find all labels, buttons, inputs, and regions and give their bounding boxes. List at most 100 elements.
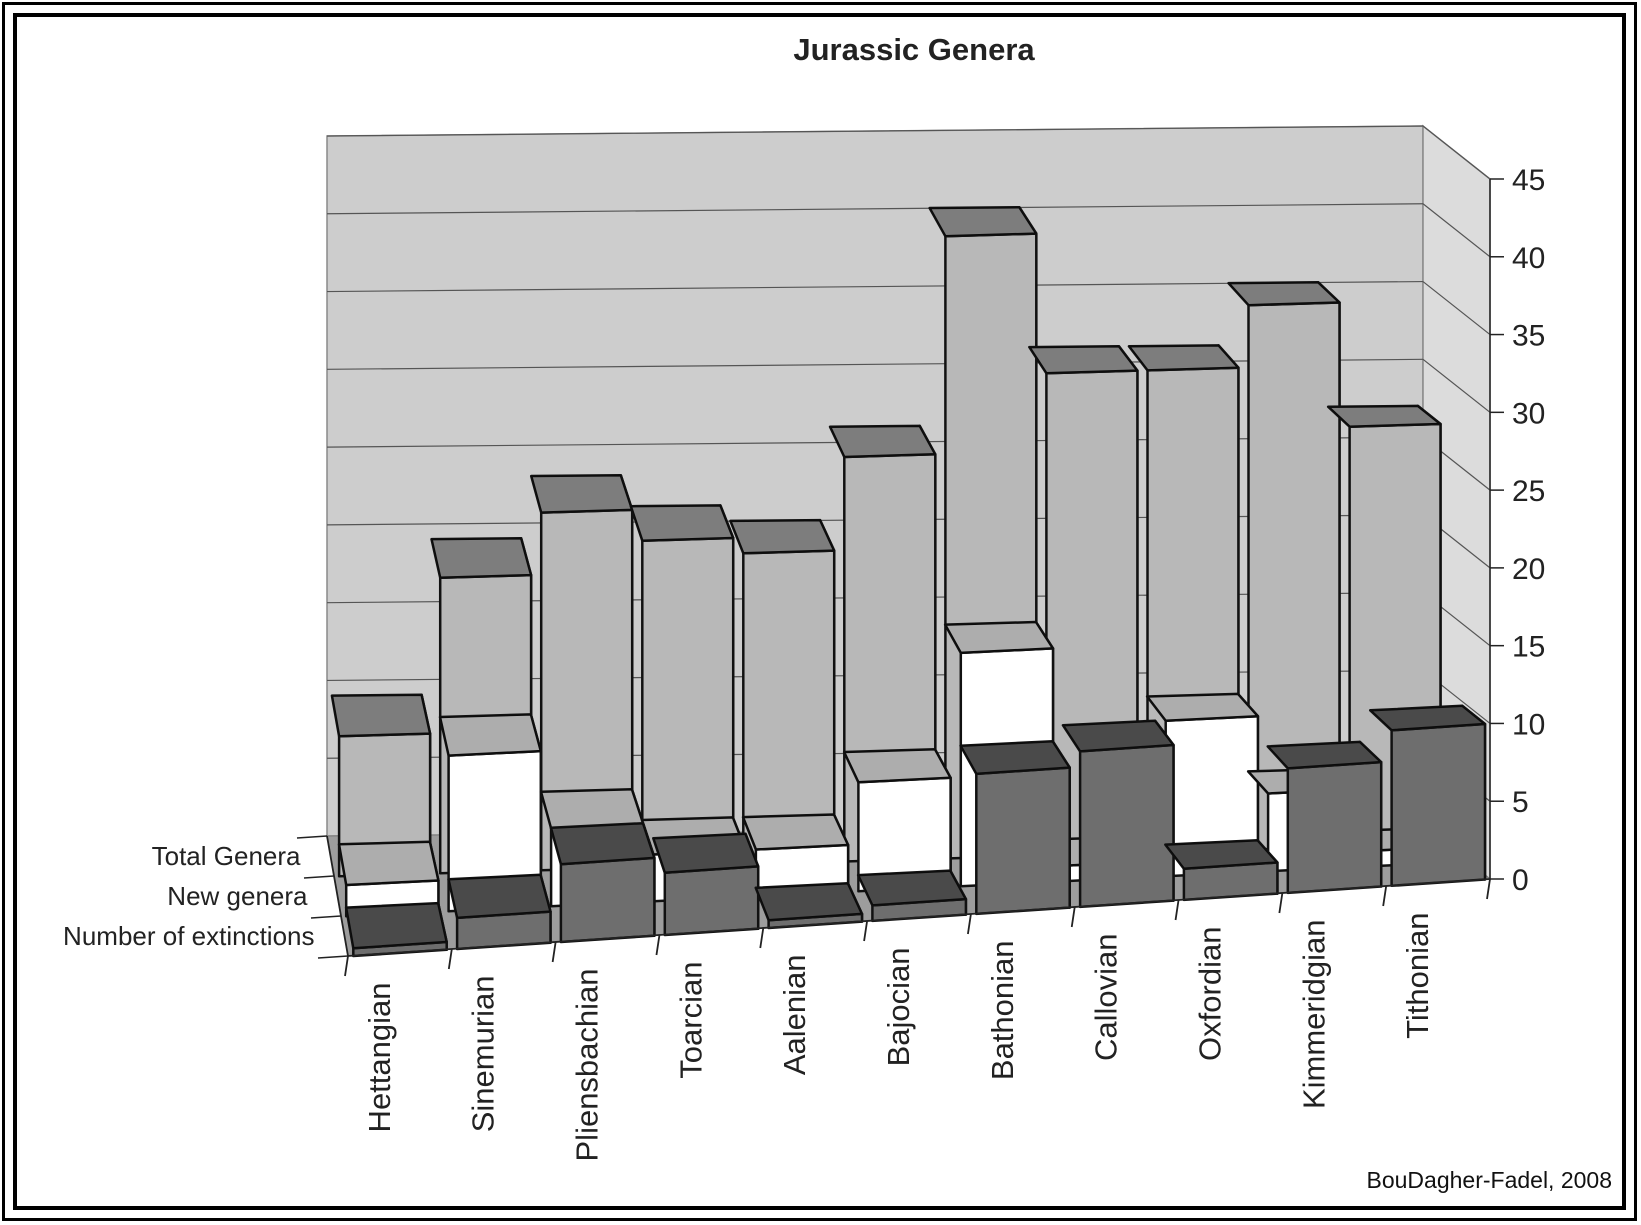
bar-top-shade [960, 741, 1070, 774]
bar-top-shade [531, 475, 633, 513]
category-label: Oxfordian [1193, 927, 1228, 1061]
x-axis: Hettangian Sinemurian Pliensbachian Toarcia… [344, 878, 1491, 1161]
bar-front [559, 856, 656, 944]
bar-top-shade [1328, 405, 1441, 427]
image-frame-inner-border [13, 13, 1626, 1210]
bar-top [1326, 404, 1442, 428]
bar-top-shade [1228, 282, 1340, 306]
y-tick-label: 30 [1512, 397, 1545, 430]
bar-top [856, 869, 968, 907]
x-tick [1486, 878, 1491, 900]
bar-top-shade [346, 903, 447, 949]
category-label: Kimmeridgian [1296, 920, 1331, 1110]
bar-front [1078, 743, 1175, 909]
bar-top-shade [440, 714, 541, 756]
bar-top [842, 748, 952, 784]
bar [754, 882, 864, 930]
x-tick [655, 934, 661, 956]
bar-top [1266, 740, 1383, 770]
bar-top [754, 882, 864, 922]
bar-top-shade [858, 870, 966, 906]
bar [1164, 838, 1279, 902]
x-tick [759, 927, 765, 949]
bar [529, 473, 634, 872]
bar-top-shade [1128, 345, 1239, 371]
bar [959, 739, 1071, 916]
bar-top [330, 693, 432, 738]
x-tick [1382, 885, 1388, 907]
y-tick-label: 45 [1512, 164, 1545, 197]
bar-top [447, 873, 552, 920]
bar-top-shade [653, 833, 759, 873]
bar-top [1061, 719, 1175, 753]
bar [1266, 740, 1383, 895]
bar-top-shade [630, 505, 734, 541]
bar-top-shade [743, 814, 849, 850]
bar-top [1368, 704, 1487, 732]
source-credit: BouDagher-Fadel, 2008 [1367, 1167, 1613, 1193]
bar-top [959, 739, 1071, 776]
category-label: Sinemurian [466, 975, 501, 1132]
bar-top-shade [755, 883, 862, 921]
category-label: Tithonian [1400, 913, 1435, 1039]
y-tick-label: 5 [1512, 786, 1529, 819]
x-tick [967, 913, 972, 935]
bar-top [729, 518, 836, 555]
bar-top-shade [541, 789, 644, 829]
bar-top [344, 901, 448, 950]
x-axis-line [347, 878, 1491, 957]
bar [629, 504, 735, 869]
bar-front [663, 865, 760, 937]
bar-top-shade [339, 841, 439, 885]
bar-top [928, 205, 1038, 238]
depth-axis: Total Genera New genera Number of extincti… [63, 835, 349, 959]
x-tick [1070, 906, 1076, 928]
bar-front [975, 766, 1071, 916]
x-tick [551, 941, 557, 963]
bar-top-shade [1370, 705, 1485, 731]
bar-top-shade [830, 425, 936, 457]
gridline-side [1422, 125, 1491, 180]
x-tick [1174, 899, 1180, 921]
bar-top [438, 713, 543, 757]
bar-front [1286, 760, 1383, 895]
bar [1061, 719, 1175, 909]
category-label: Toarcian [673, 962, 708, 1079]
bar-top [828, 424, 937, 459]
depth-axis-line [326, 835, 349, 957]
bar-top [1164, 838, 1279, 871]
bar-top-shade [844, 749, 951, 783]
bar-top [337, 840, 440, 887]
y-tick-label: 20 [1512, 553, 1545, 586]
series-label: Number of extinctions [63, 921, 314, 951]
chart-title: Jurassic Genera [793, 32, 1035, 67]
gridline-back [326, 203, 1424, 215]
bar-top-shade [331, 694, 431, 737]
bar-front [1390, 722, 1487, 888]
bar-top-shade [550, 823, 655, 865]
bar-top [1028, 345, 1139, 375]
bar-top-shade [448, 874, 551, 918]
bar [741, 813, 850, 898]
bar-top-shade [945, 622, 1053, 653]
category-label: Hettangian [362, 982, 397, 1132]
y-tick-label: 15 [1512, 631, 1545, 664]
bar-top [549, 821, 656, 866]
gridline-side [1422, 203, 1491, 258]
bar-top-shade [1029, 346, 1138, 374]
bar-top-shade [1062, 720, 1174, 752]
y-tick-label: 35 [1512, 320, 1545, 353]
gridline-side [1422, 358, 1491, 413]
depth-tick [310, 915, 342, 919]
bar-top-shade [1165, 840, 1278, 869]
chart-bars [330, 205, 1487, 958]
depth-tick [317, 955, 349, 959]
bar [447, 873, 552, 951]
bar [729, 518, 836, 866]
chart-labels: Hettangian Sinemurian Pliensbachian Toarcia… [63, 835, 1491, 1161]
bar [438, 713, 543, 913]
bar-top-shade [1267, 741, 1382, 769]
x-tick [447, 948, 453, 970]
bar [1145, 692, 1260, 878]
